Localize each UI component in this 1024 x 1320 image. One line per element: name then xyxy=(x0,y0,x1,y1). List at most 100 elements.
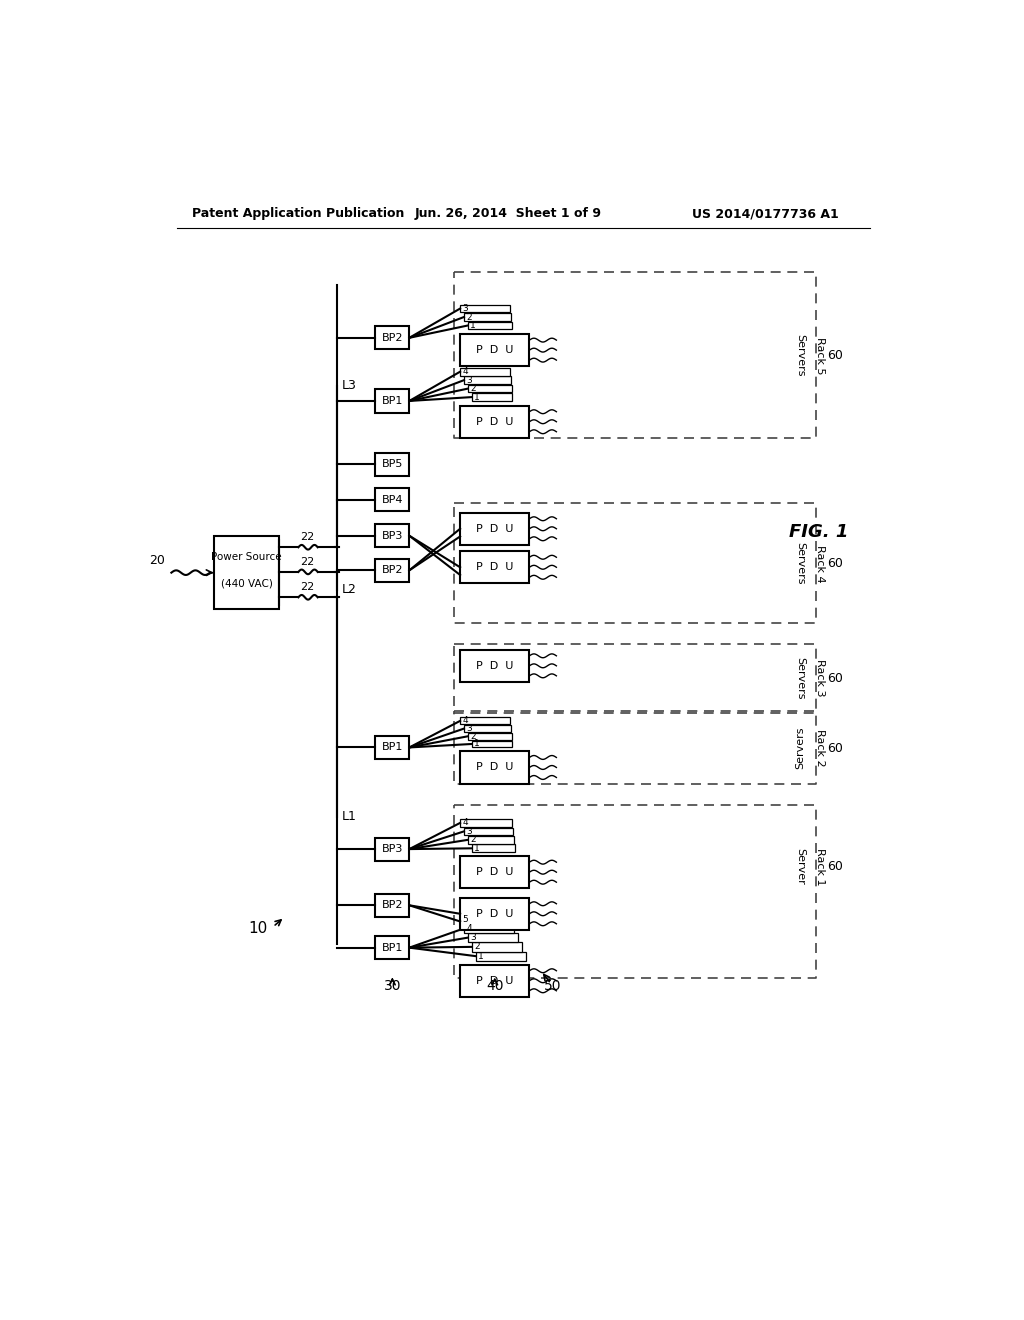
Bar xyxy=(468,385,512,392)
Text: Servers: Servers xyxy=(796,543,806,585)
Text: 2: 2 xyxy=(474,942,479,952)
Text: Servers: Servers xyxy=(796,657,806,700)
Text: Rack 3: Rack 3 xyxy=(815,660,824,697)
Text: 1: 1 xyxy=(474,843,479,853)
Text: 5: 5 xyxy=(463,915,468,924)
Text: BP3: BP3 xyxy=(382,843,403,854)
Text: Patent Application Publication: Patent Application Publication xyxy=(193,207,404,220)
Text: L1: L1 xyxy=(342,810,356,824)
Text: 3: 3 xyxy=(470,933,476,942)
Bar xyxy=(460,368,510,376)
Text: P  D  U: P D U xyxy=(476,345,513,355)
Text: 60: 60 xyxy=(827,348,843,362)
Bar xyxy=(460,751,529,784)
Text: P  D  U: P D U xyxy=(476,417,513,426)
Text: 2: 2 xyxy=(470,384,476,393)
Text: 20: 20 xyxy=(150,554,165,566)
Text: Jun. 26, 2014  Sheet 1 of 9: Jun. 26, 2014 Sheet 1 of 9 xyxy=(415,207,601,220)
Bar xyxy=(460,718,510,725)
Text: BP5: BP5 xyxy=(382,459,403,469)
Bar xyxy=(376,326,410,350)
Text: BP1: BP1 xyxy=(382,742,403,752)
Text: 3: 3 xyxy=(463,304,468,313)
Bar xyxy=(460,857,529,888)
Text: 30: 30 xyxy=(384,979,401,993)
Text: Power Source: Power Source xyxy=(211,552,282,562)
Bar xyxy=(376,936,410,960)
Bar xyxy=(460,915,510,924)
Bar xyxy=(460,405,529,438)
Text: 3: 3 xyxy=(466,725,472,733)
Text: 1: 1 xyxy=(474,739,479,748)
Bar xyxy=(376,488,410,511)
Bar xyxy=(460,818,512,826)
Bar xyxy=(472,942,521,952)
Text: BP2: BP2 xyxy=(382,900,403,911)
Text: P  D  U: P D U xyxy=(476,975,513,986)
Bar xyxy=(376,524,410,548)
Bar xyxy=(475,952,525,961)
Text: FIG. 1: FIG. 1 xyxy=(788,523,848,541)
Text: 60: 60 xyxy=(827,557,843,570)
Text: Servers: Servers xyxy=(796,334,806,376)
Bar xyxy=(376,453,410,475)
Text: 4: 4 xyxy=(463,717,468,726)
Bar xyxy=(472,393,512,401)
Bar xyxy=(460,552,529,583)
Text: 60: 60 xyxy=(827,742,843,755)
Text: Rack 1: Rack 1 xyxy=(815,847,824,886)
Text: 60: 60 xyxy=(827,672,843,685)
Text: Rack 5: Rack 5 xyxy=(815,337,824,375)
Bar xyxy=(464,828,513,836)
Text: 1: 1 xyxy=(478,952,483,961)
Text: 1: 1 xyxy=(474,392,479,401)
Text: 4: 4 xyxy=(466,924,472,933)
Text: 3: 3 xyxy=(466,826,472,836)
Text: BP3: BP3 xyxy=(382,531,403,541)
Bar xyxy=(464,725,511,733)
Bar xyxy=(468,322,512,330)
Text: 60: 60 xyxy=(827,861,843,874)
Text: 1: 1 xyxy=(470,321,476,330)
Bar xyxy=(214,536,280,609)
Text: P  D  U: P D U xyxy=(476,562,513,573)
Text: L2: L2 xyxy=(342,583,356,597)
Text: P  D  U: P D U xyxy=(476,763,513,772)
Bar xyxy=(460,898,529,929)
Text: 22: 22 xyxy=(300,557,314,566)
Bar xyxy=(376,838,410,861)
Text: BP1: BP1 xyxy=(382,942,403,953)
Text: 2: 2 xyxy=(466,313,472,322)
Text: US 2014/0177736 A1: US 2014/0177736 A1 xyxy=(692,207,839,220)
Text: P  D  U: P D U xyxy=(476,661,513,671)
Text: BP1: BP1 xyxy=(382,396,403,407)
Text: 4: 4 xyxy=(463,367,468,376)
Bar xyxy=(472,845,515,853)
Bar xyxy=(468,733,512,739)
Text: BP2: BP2 xyxy=(382,565,403,576)
Text: 2: 2 xyxy=(470,731,476,741)
Text: Rack 4: Rack 4 xyxy=(815,545,824,582)
Text: 22: 22 xyxy=(300,532,314,543)
Bar xyxy=(472,741,512,747)
Bar xyxy=(468,933,518,942)
Bar xyxy=(376,389,410,412)
Bar xyxy=(460,649,529,682)
Bar xyxy=(464,313,511,321)
Text: Servers: Servers xyxy=(796,727,806,770)
Text: 10: 10 xyxy=(249,921,267,936)
Bar xyxy=(460,305,510,313)
Text: 4: 4 xyxy=(463,818,468,828)
Text: 3: 3 xyxy=(466,376,472,384)
Bar xyxy=(464,924,514,933)
Bar xyxy=(376,737,410,759)
Bar xyxy=(376,558,410,582)
Text: 50: 50 xyxy=(544,979,561,993)
Bar xyxy=(460,965,529,997)
Text: L3: L3 xyxy=(342,379,356,392)
Text: 2: 2 xyxy=(470,836,476,845)
Text: BP4: BP4 xyxy=(382,495,403,504)
Bar xyxy=(464,376,511,384)
Bar xyxy=(460,334,529,367)
Bar xyxy=(468,836,514,843)
